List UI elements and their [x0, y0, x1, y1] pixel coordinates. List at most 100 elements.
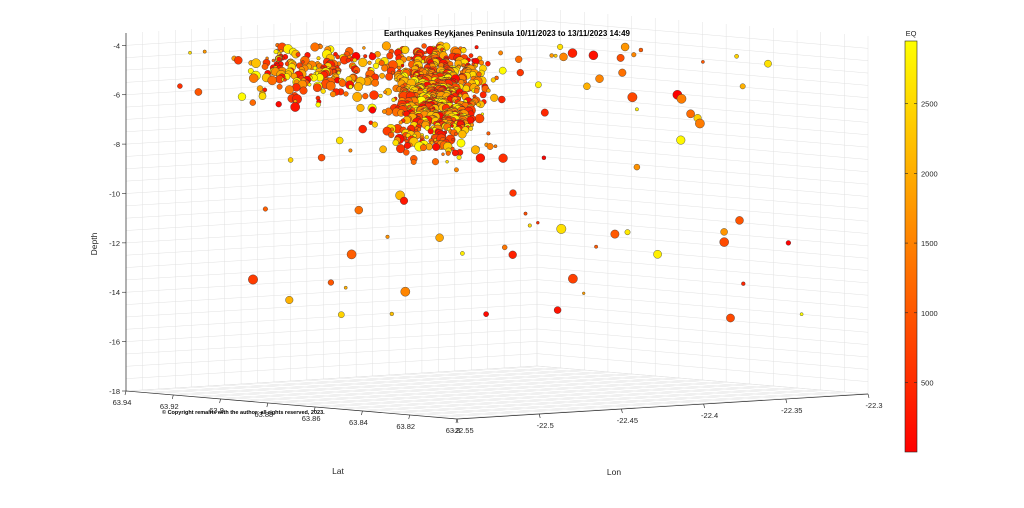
earthquake-point — [194, 88, 203, 96]
earthquake-point — [720, 228, 728, 236]
earthquake-point — [456, 154, 462, 160]
grid-line — [536, 131, 869, 160]
earthquake-point — [719, 237, 729, 247]
grid-line — [125, 328, 538, 355]
earthquake-point — [486, 88, 491, 93]
earthquake-point — [478, 60, 485, 66]
grid-line — [338, 383, 750, 410]
lat-tick-mark — [313, 406, 316, 412]
earthquake-point — [432, 158, 440, 166]
grid-line — [356, 376, 688, 406]
earthquake-point — [490, 93, 499, 102]
earthquake-point — [527, 223, 532, 228]
earthquake-point — [273, 49, 279, 55]
grid-line — [536, 20, 869, 49]
depth-tick-label: -16 — [109, 338, 120, 347]
earthquake-point — [486, 131, 491, 136]
copyright-annotation: © Copyright remains with the author; all… — [162, 409, 325, 416]
grid-line — [536, 279, 869, 308]
earthquake-point — [247, 68, 254, 74]
grid-line — [536, 81, 869, 111]
earthquake-point — [283, 78, 287, 82]
axis-line — [456, 393, 869, 420]
earthquake-point — [388, 131, 395, 139]
lat-tick-label: 63.88 — [254, 410, 273, 419]
earthquake-point — [202, 49, 207, 54]
scatter-points — [177, 41, 804, 323]
grid-line — [536, 32, 869, 61]
earthquake-point — [425, 143, 433, 151]
grid-line — [536, 341, 869, 370]
grid-line — [536, 155, 869, 185]
lat-tick-label: 63.9 — [209, 406, 224, 415]
earthquake-point — [515, 55, 523, 63]
earthquake-point — [456, 138, 466, 148]
grid-line — [173, 369, 585, 396]
earthquake-point — [470, 145, 480, 155]
earthquake-point — [588, 50, 599, 60]
lat-tick-label: 63.8 — [446, 426, 461, 435]
earthquake-point — [509, 189, 517, 197]
earthquake-point — [276, 83, 283, 90]
earthquake-point — [424, 135, 429, 140]
grid-line — [267, 377, 679, 404]
earthquake-point — [483, 311, 489, 317]
earthquake-point — [354, 70, 358, 74]
grid-line — [362, 385, 774, 412]
earthquake-point — [559, 52, 568, 62]
earthquake-point — [476, 102, 481, 107]
earthquake-point — [378, 60, 385, 67]
grid-line — [224, 384, 556, 414]
grid-line — [536, 94, 869, 123]
earthquake-point — [251, 58, 261, 69]
grid-line — [125, 304, 538, 330]
earthquake-point — [536, 220, 540, 225]
earthquake-point — [627, 92, 638, 103]
earthquake-point — [568, 273, 578, 284]
earthquake-point — [353, 82, 363, 92]
earthquake-point — [390, 70, 395, 75]
grid-line — [386, 387, 798, 414]
depth-tick-label: -12 — [109, 239, 120, 248]
earthquake-point — [799, 312, 804, 317]
earthquake-point — [358, 57, 368, 68]
earthquake-point — [468, 53, 474, 58]
earthquake-point — [498, 66, 507, 75]
grid-line — [220, 373, 632, 400]
grid-line — [125, 316, 538, 342]
earthquake-point — [553, 306, 562, 314]
lat-tick-label: 63.86 — [302, 414, 321, 423]
earthquake-point — [400, 286, 411, 297]
earthquake-point — [362, 92, 369, 100]
grid-line — [409, 389, 821, 416]
earthquake-point — [473, 88, 480, 94]
depth-tick-label: -6 — [113, 91, 120, 100]
earthquake-point — [267, 75, 277, 86]
earthquake-point — [385, 234, 390, 239]
earthquake-point — [312, 65, 318, 71]
grid-line — [125, 20, 538, 46]
lon-tick-label: -22.3 — [865, 401, 882, 410]
earthquake-point — [741, 281, 746, 286]
earthquake-point — [373, 62, 380, 69]
earthquake-point — [320, 88, 326, 94]
grid-line — [454, 370, 786, 400]
grid-line — [536, 254, 869, 284]
earthquake-point — [451, 149, 459, 157]
earthquake-point — [295, 52, 301, 57]
grid-line — [536, 192, 869, 222]
grid-line — [125, 180, 538, 207]
earthquake-point — [392, 139, 399, 147]
grid-line — [291, 379, 703, 406]
earthquake-point — [352, 92, 363, 102]
grid-line — [191, 386, 523, 416]
grid-line — [536, 266, 869, 296]
earthquake-point — [445, 150, 451, 156]
axes-frame — [122, 33, 870, 424]
earthquake-point — [301, 60, 305, 64]
earthquake-point — [610, 229, 620, 239]
earthquake-point — [701, 60, 705, 64]
y-axis-label: Lon — [607, 467, 621, 477]
earthquake-point — [474, 113, 485, 124]
earthquake-point — [354, 205, 363, 215]
